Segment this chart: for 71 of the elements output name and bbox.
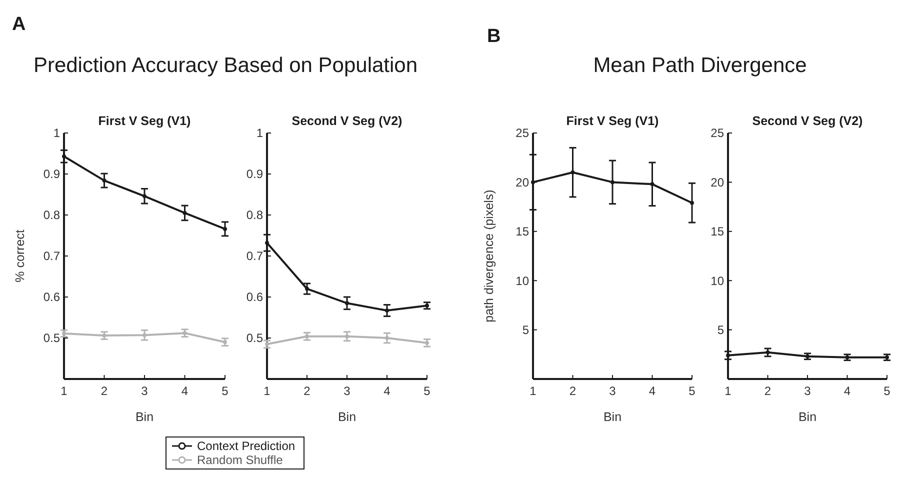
chart-title: Second V Seg (V2) xyxy=(752,114,863,128)
point xyxy=(305,286,309,291)
y-tick-label: 0.5 xyxy=(43,331,60,346)
y-axis-title: path divergence (pixels) xyxy=(482,190,496,322)
point xyxy=(385,336,389,340)
x-tick-label: 3 xyxy=(344,384,351,398)
x-tick-label: 4 xyxy=(181,384,188,398)
chart-title: Second V Seg (V2) xyxy=(292,114,402,128)
y-tick-label: 10 xyxy=(516,274,530,288)
x-tick-label: 2 xyxy=(100,384,108,398)
x-axis-title: Bin xyxy=(135,410,154,424)
point xyxy=(690,200,694,205)
legend-label: Context Prediction xyxy=(197,439,296,454)
point xyxy=(570,170,575,174)
x-tick-label: 5 xyxy=(688,384,696,398)
y-tick-label: 25 xyxy=(710,126,724,140)
point xyxy=(62,154,66,158)
y-tick-label: 0.6 xyxy=(43,290,60,304)
x-tick-label: 5 xyxy=(424,384,431,398)
x-axis-title: Bin xyxy=(603,410,622,424)
x-tick-label: 4 xyxy=(844,384,851,398)
y-tick-label: 0.9 xyxy=(246,167,264,182)
y-tick-label: 0.6 xyxy=(246,290,264,304)
x-tick-label: 3 xyxy=(804,384,812,398)
point xyxy=(265,240,269,245)
legend-label: Random Shuffle xyxy=(197,453,284,468)
y-tick-label: 5 xyxy=(717,323,724,337)
x-tick-label: 5 xyxy=(222,384,229,398)
y-tick-label: 0.8 xyxy=(246,208,264,222)
y-tick-label: 15 xyxy=(516,224,530,239)
x-tick-label: 4 xyxy=(648,384,656,398)
chart-title: First V Seg (V1) xyxy=(566,114,659,128)
text: A xyxy=(12,14,26,35)
x-axis-title: Bin xyxy=(338,410,356,424)
y-tick-label: 1 xyxy=(256,126,264,140)
point xyxy=(610,180,614,184)
x-axis-title: Bin xyxy=(798,410,817,424)
point xyxy=(385,308,389,313)
y-tick-label: 5 xyxy=(522,323,530,337)
point xyxy=(142,194,146,198)
point xyxy=(223,226,227,231)
text: Mean Path Divergence xyxy=(593,54,807,77)
x-tick-label: 5 xyxy=(884,384,891,398)
y-tick-label: 0.7 xyxy=(43,249,60,264)
point xyxy=(531,180,535,184)
y-tick-label: 20 xyxy=(710,175,724,190)
point xyxy=(345,301,349,306)
point xyxy=(102,178,106,183)
x-tick-label: 2 xyxy=(569,384,576,398)
chart-title: First V Seg (V1) xyxy=(98,114,191,128)
y-tick-label: 0.5 xyxy=(246,331,264,346)
point xyxy=(345,334,349,338)
x-tick-label: 2 xyxy=(304,384,311,398)
x-tick-label: 3 xyxy=(141,384,148,398)
y-tick-label: 15 xyxy=(710,224,724,239)
x-tick-label: 2 xyxy=(764,384,772,398)
x-tick-label: 3 xyxy=(609,384,616,398)
y-tick-label: 0.9 xyxy=(43,167,60,182)
y-tick-label: 10 xyxy=(710,274,724,288)
y-tick-label: 25 xyxy=(516,126,530,140)
point xyxy=(142,333,146,338)
y-tick-label: 0.7 xyxy=(246,249,264,264)
y-tick-label: 20 xyxy=(516,175,530,190)
y-tick-label: 0.8 xyxy=(43,208,60,222)
text: Prediction Accuracy Based on Population xyxy=(33,54,418,77)
y-tick-label: 1 xyxy=(53,126,60,140)
y-axis-title: % correct xyxy=(13,229,27,282)
point xyxy=(182,210,187,215)
x-tick-label: 4 xyxy=(384,384,391,398)
text: B xyxy=(487,26,501,47)
point xyxy=(650,182,654,186)
